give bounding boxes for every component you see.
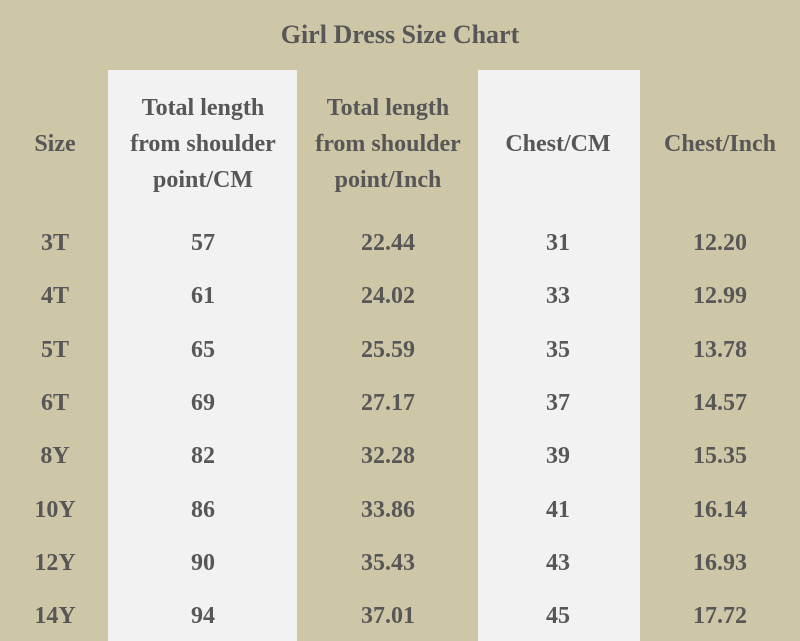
header-cell: point/CM [152,167,254,193]
value-cell: 12.20 [693,230,747,256]
column-band [478,70,640,641]
value-cell: 41 [546,496,570,523]
value-cell: 17.72 [693,603,747,630]
size-cell: 8Y [40,443,70,470]
value-cell: 12.99 [693,283,747,310]
header-cell: Total length [326,95,450,121]
value-cell: 35 [546,336,570,363]
value-cell: 22.44 [361,230,415,256]
value-cell: 86 [191,496,215,523]
size-cell: 12Y [34,549,76,576]
value-cell: 37.01 [361,603,415,630]
value-cell: 16.93 [693,549,747,576]
value-cell: 65 [191,336,215,363]
value-cell: 16.14 [693,496,747,523]
value-cell: 27.17 [361,389,415,416]
value-cell: 14.57 [693,389,747,416]
value-cell: 45 [546,603,570,630]
size-cell: 10Y [34,496,76,523]
value-cell: 61 [191,283,215,310]
value-cell: 35.43 [361,549,415,576]
header-cell: Total length [141,95,265,121]
size-cell: 6T [40,389,70,416]
header-cell: point/Inch [334,167,442,193]
column-band [108,70,297,641]
size-cell: 14Y [34,603,76,630]
value-cell: 25.59 [361,336,415,363]
header-cell: Chest/Inch [663,131,777,157]
value-cell: 90 [191,549,215,576]
value-cell: 69 [191,389,215,416]
value-cell: 37 [546,389,570,416]
header-cell: from shoulder [130,131,276,157]
value-cell: 24.02 [361,283,415,310]
value-cell: 43 [546,549,570,576]
value-cell: 15.35 [693,443,747,470]
value-cell: 57 [191,230,215,256]
header-cell: from shoulder [315,131,461,157]
value-cell: 32.28 [361,443,415,470]
value-cell: 13.78 [693,336,747,363]
title: Girl Dress Size Chart [280,20,520,49]
size-cell: 4T [40,283,70,310]
size-cell: 5T [40,336,70,363]
size-cell: 3T [40,230,70,256]
header-cell: Chest/CM [505,131,611,157]
value-cell: 33 [546,283,570,310]
value-cell: 94 [191,603,215,630]
header-cell: Size [34,131,76,157]
value-cell: 31 [546,230,570,256]
value-cell: 39 [546,443,570,470]
value-cell: 33.86 [361,496,415,523]
value-cell: 82 [191,443,215,470]
